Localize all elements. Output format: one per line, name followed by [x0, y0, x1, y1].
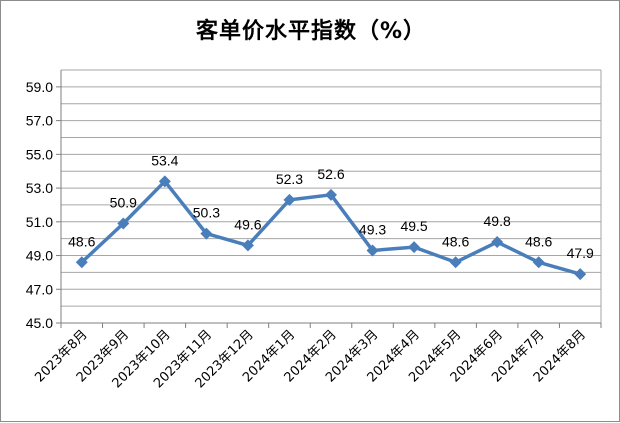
data-label: 48.6 — [525, 233, 552, 249]
data-label: 49.5 — [400, 218, 427, 234]
data-point — [75, 256, 88, 269]
data-label: 53.4 — [151, 152, 178, 168]
data-point — [200, 227, 213, 240]
y-axis-ticks: 45.0 47.0 49.0 51.0 53.0 55.0 57.0 59.0 — [26, 79, 61, 331]
gridlines — [61, 69, 602, 323]
data-point — [574, 268, 587, 281]
y-tick-label: 59.0 — [26, 79, 53, 95]
data-label: 52.3 — [276, 171, 303, 187]
y-tick-label: 49.0 — [26, 248, 53, 264]
data-label: 48.6 — [68, 233, 95, 249]
data-point — [283, 193, 296, 206]
data-point — [366, 244, 379, 257]
data-labels: 48.6 50.9 53.4 50.3 49.6 52.3 52.6 49.3 49.5 48.6… — [68, 152, 594, 261]
x-axis-ticks: 2023年8月2023年9月2023年10月2023年11月2023年12月20… — [32, 323, 602, 391]
y-tick-label: 47.0 — [26, 281, 53, 297]
data-label: 49.6 — [234, 216, 261, 232]
data-point — [325, 188, 337, 201]
data-label: 50.9 — [110, 194, 137, 210]
data-label: 49.8 — [484, 213, 511, 229]
y-tick-label: 57.0 — [26, 113, 53, 129]
series-layer — [75, 175, 587, 281]
data-label: 48.6 — [442, 233, 469, 249]
data-label: 52.6 — [317, 166, 344, 182]
axes — [60, 70, 601, 324]
data-point — [241, 239, 254, 252]
data-point — [491, 236, 504, 249]
data-label: 47.9 — [567, 245, 594, 261]
y-tick-label: 45.0 — [26, 315, 53, 331]
y-tick-label: 51.0 — [26, 214, 53, 230]
data-label: 49.3 — [359, 221, 386, 237]
data-point — [449, 256, 462, 269]
data-point — [158, 175, 171, 188]
data-point — [117, 217, 130, 230]
data-point — [408, 241, 421, 254]
y-tick-label: 53.0 — [26, 180, 53, 196]
data-point — [532, 256, 545, 269]
chart-title: 客单价水平指数（%） — [195, 19, 427, 44]
data-label: 50.3 — [193, 205, 220, 221]
y-tick-label: 55.0 — [26, 146, 53, 162]
